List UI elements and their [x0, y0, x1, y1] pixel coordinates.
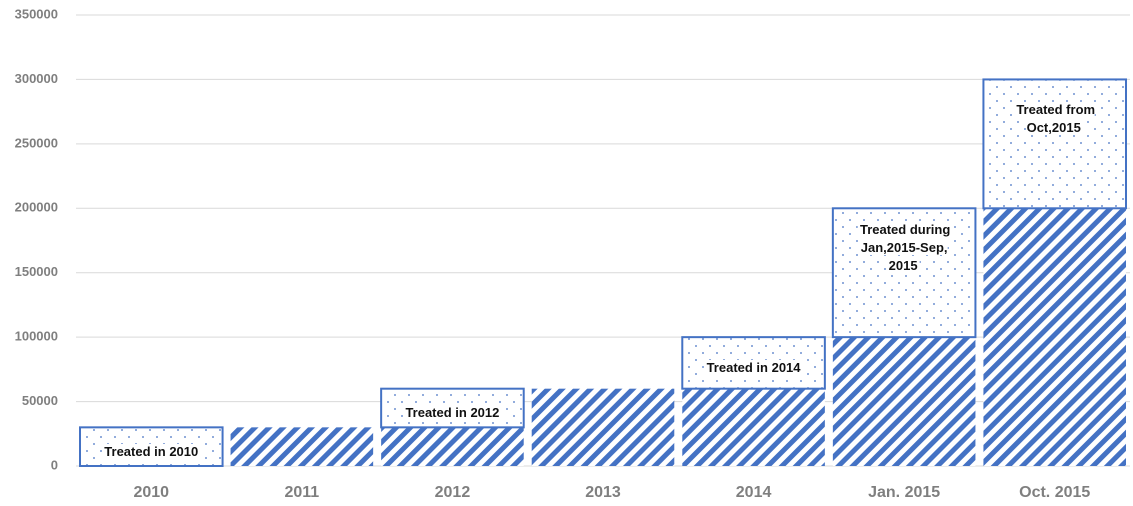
y-tick-label: 50000 [22, 393, 58, 408]
x-tick-label: Jan. 2015 [868, 484, 940, 501]
y-tick-label: 250000 [15, 135, 58, 150]
x-tick-label: 2014 [736, 484, 772, 501]
bar-segment [230, 427, 374, 466]
annotation: Treated from Oct,2015 [997, 101, 1112, 137]
annotation: Treated in 2014 [696, 359, 811, 377]
annotation: Treated in 2012 [395, 404, 510, 422]
y-tick-label: 200000 [15, 200, 58, 215]
y-tick-label: 300000 [15, 71, 58, 86]
annotation: Treated in 2010 [94, 443, 209, 461]
x-tick-label: 2011 [284, 484, 319, 501]
x-tick-label: 2013 [585, 484, 621, 501]
annotation-text: Treated in 2012 [403, 405, 502, 420]
annotation-text: Treated in 2010 [102, 443, 201, 459]
bar-segment [531, 388, 675, 466]
bar-segment [982, 78, 1128, 210]
y-tick-label: 150000 [15, 264, 58, 279]
annotation-text: Treated from Oct,2015 [1014, 102, 1096, 136]
x-tick-label: Oct. 2015 [1019, 484, 1090, 501]
x-tick-label: 2012 [435, 484, 471, 501]
y-tick-label: 0 [51, 457, 58, 472]
y-tick-label: 100000 [15, 329, 58, 344]
x-tick-label: 2010 [133, 484, 169, 501]
annotation: Treated during Jan,2015-Sep, 2015 [847, 221, 962, 275]
annotation-text: Treated in 2014 [704, 359, 803, 375]
bar-segment [832, 337, 976, 466]
annotation-text: Treated during Jan,2015-Sep, 2015 [857, 222, 951, 274]
bar-segment [983, 208, 1126, 467]
bar-segment [381, 427, 524, 466]
bar-segment [682, 388, 825, 466]
y-tick-label: 350000 [15, 6, 58, 21]
